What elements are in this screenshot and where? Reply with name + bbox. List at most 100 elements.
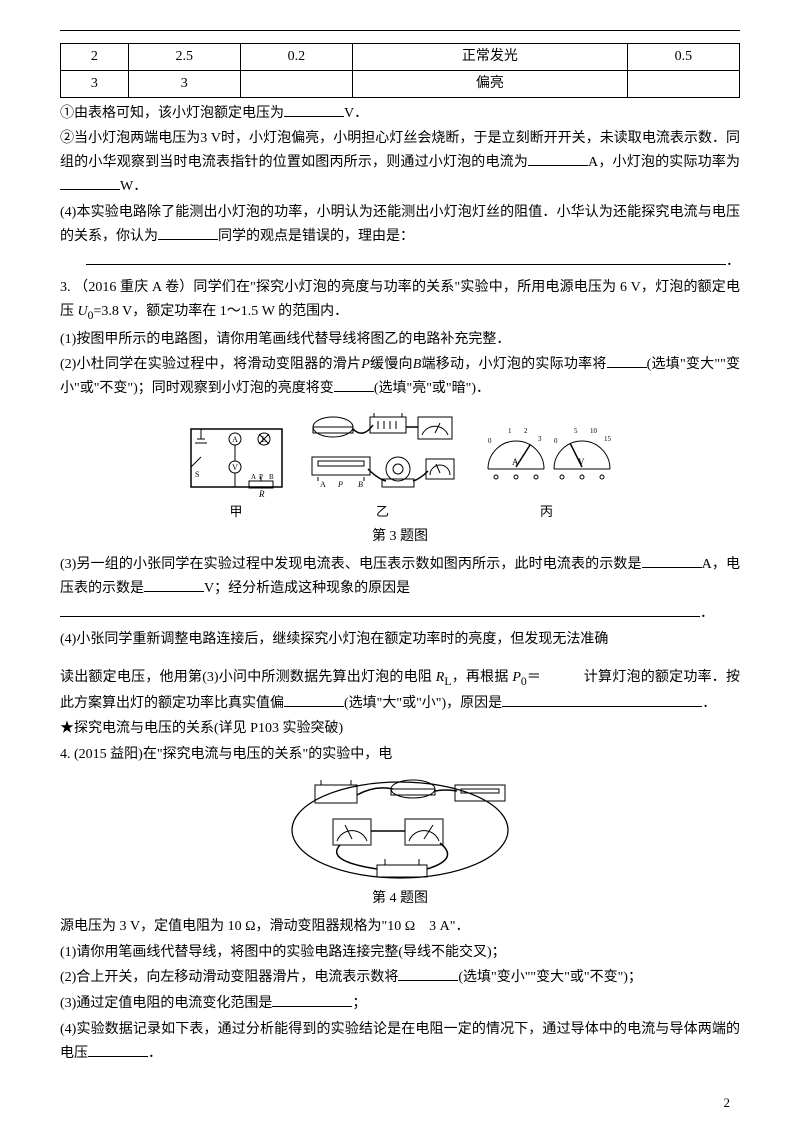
- q4-p4: (4)实验数据记录如下表，通过分析能得到的实验结论是在电阻一定的情况下，通过导体…: [60, 1018, 740, 1066]
- svg-text:A: A: [320, 480, 326, 489]
- blank: [642, 554, 702, 568]
- q4-p1: (1)请你用笔画线代替导线，将图中的实验电路连接完整(导线不能交叉)；: [60, 941, 740, 965]
- cell: 3: [128, 70, 240, 97]
- q3-p3: (3)另一组的小张同学在实验过程中发现电流表、电压表示数如图丙所示，此时电流表的…: [60, 553, 740, 601]
- blank: [86, 251, 726, 265]
- cell: 0.2: [240, 44, 352, 71]
- text: A，小灯泡的实际功率为: [588, 155, 740, 170]
- q2-line4: (4)本实验电路除了能测出小灯泡的功率，小明认为还能测出小灯泡灯丝的阻值．小华认…: [60, 201, 740, 249]
- svg-text:A: A: [512, 457, 519, 467]
- var-b: B: [413, 357, 422, 372]
- text: 缓慢向: [370, 357, 413, 372]
- text: (4)实验数据记录如下表，通过分析能得到的实验结论是在电阻一定的情况下，通过导体…: [60, 1022, 740, 1061]
- text: (3)通过定值电阻的电流变化范围是: [60, 996, 272, 1011]
- text: ，再根据: [451, 670, 512, 685]
- svg-text:V: V: [232, 463, 238, 472]
- text: (选填"大"或"小")，原因是: [344, 696, 502, 711]
- blank: [60, 176, 120, 190]
- svg-text:B: B: [358, 480, 363, 489]
- svg-text:A: A: [251, 473, 256, 481]
- blank: [607, 354, 647, 368]
- cell: [240, 70, 352, 97]
- circuit-diagram-icon: A L V S APBR: [189, 427, 284, 499]
- blank: [528, 152, 588, 166]
- svg-text:P: P: [259, 473, 263, 481]
- blank: [334, 378, 374, 392]
- svg-text:5: 5: [574, 427, 578, 435]
- var-p: P: [361, 357, 370, 372]
- text: ．: [700, 606, 714, 621]
- q3-p4a: (4)小张同学重新调整电路连接后，继续探究小灯泡在额定功率时的亮度，但发现无法准…: [60, 628, 740, 652]
- q3-p4: 读出额定电压，他用第(3)小问中所测数据先算出灯泡的电阻 RL，再根据 P0＝ …: [60, 666, 740, 715]
- text: (2)小杜同学在实验过程中，将滑动变阻器的滑片: [60, 357, 361, 372]
- blank: [60, 603, 700, 617]
- blank: [88, 1043, 148, 1057]
- q4-p3: (3)通过定值电阻的电流变化范围是 ；: [60, 992, 740, 1016]
- q4-p2: (2)合上开关，向左移动滑动变阻器滑片，电流表示数将 (选填"变小""变大"或"不…: [60, 966, 740, 990]
- fig-jia: A L V S APBR 甲: [189, 427, 284, 523]
- svg-text:15: 15: [604, 435, 612, 443]
- text: 读出额定电压，他用第(3)小问中所测数据先算出灯泡的电阻: [60, 670, 436, 685]
- fig-label: 丙: [540, 501, 553, 523]
- svg-text:S: S: [195, 470, 199, 479]
- text: ．: [148, 1046, 162, 1061]
- blank: [284, 103, 344, 117]
- q3-p1: (1)按图甲所示的电路图，请你用笔画线代替导线将图乙的电路补充完整．: [60, 328, 740, 352]
- svg-text:10: 10: [590, 427, 598, 435]
- circuit-photo-icon: APB: [308, 409, 458, 499]
- text: =3.8 V，额定功率在 1～1.5 W 的范围内．: [93, 304, 348, 319]
- top-rule: [60, 30, 740, 31]
- q3-fig-caption: 第 3 题图: [60, 525, 740, 549]
- var-u0: U: [78, 304, 88, 319]
- svg-text:P: P: [337, 480, 343, 489]
- text: ．: [726, 254, 740, 269]
- text: (选填"亮"或"暗")．: [374, 381, 490, 396]
- blank: [158, 226, 218, 240]
- text: V．: [344, 106, 368, 121]
- page-number: 2: [724, 1092, 731, 1114]
- blank: [144, 578, 204, 592]
- q3-figure-row: A L V S APBR 甲 APB 乙 0123 A: [60, 409, 740, 523]
- q3-p3-blank: ．: [60, 602, 740, 626]
- cell: 2.5: [128, 44, 240, 71]
- cell: 0.5: [627, 44, 739, 71]
- q4-fig-caption: 第 4 题图: [60, 887, 740, 911]
- blank: [502, 693, 702, 707]
- text: 端移动，小灯泡的实际功率将: [421, 357, 606, 372]
- text: W．: [120, 179, 147, 194]
- text: (3)另一组的小张同学在实验过程中发现电流表、电压表示数如图丙所示，此时电流表的…: [60, 557, 642, 572]
- q2-line1: ①由表格可知，该小灯泡额定电压为V．: [60, 102, 740, 126]
- text: 同学的观点是错误的，理由是：: [218, 229, 414, 244]
- svg-text:R: R: [258, 489, 265, 499]
- cell: 3: [61, 70, 129, 97]
- table-row: 3 3 偏亮: [61, 70, 740, 97]
- blank: [284, 693, 344, 707]
- q4-cont: 源电压为 3 V，定值电阻为 10 Ω，滑动变阻器规格为"10 Ω 3 A"．: [60, 915, 740, 939]
- svg-text:3: 3: [538, 435, 542, 443]
- cell: 2: [61, 44, 129, 71]
- cell: 正常发光: [352, 44, 627, 71]
- q3-header: 3. （2016 重庆 A 卷）同学们在"探究小灯泡的亮度与功率的关系"实验中，…: [60, 276, 740, 325]
- q3-p2: (2)小杜同学在实验过程中，将滑动变阻器的滑片P缓慢向B端移动，小灯泡的实际功率…: [60, 353, 740, 401]
- q2-line4-blank: ．: [60, 250, 740, 274]
- svg-text:0: 0: [554, 437, 558, 445]
- fig-bing: 0123 A 051015 V 丙: [482, 423, 612, 523]
- table-row: 2 2.5 0.2 正常发光 0.5: [61, 44, 740, 71]
- fig-label: 甲: [229, 501, 242, 523]
- text: (2)合上开关，向左移动滑动变阻器滑片，电流表示数将: [60, 970, 398, 985]
- star-heading: ★探究电流与电压的关系(详见 P103 实验突破): [60, 717, 740, 741]
- svg-text:A: A: [232, 435, 238, 444]
- svg-text:V: V: [578, 457, 585, 467]
- fig-label: 乙: [376, 501, 389, 523]
- meters-icon: 0123 A 051015 V: [482, 423, 612, 499]
- q2-line2: ②当小灯泡两端电压为3 V时，小灯泡偏亮，小明担心灯丝会烧断，于是立刻断开开关，…: [60, 127, 740, 198]
- cell: [627, 70, 739, 97]
- q4-header: 4. (2015 益阳)在"探究电流与电压的关系"的实验中，电: [60, 743, 740, 767]
- text: ；: [352, 996, 366, 1011]
- circuit-photo-icon: [285, 775, 515, 885]
- svg-text:0: 0: [488, 437, 492, 445]
- cell: 偏亮: [352, 70, 627, 97]
- data-table: 2 2.5 0.2 正常发光 0.5 3 3 偏亮: [60, 43, 740, 98]
- text: (选填"变小""变大"或"不变")；: [458, 970, 642, 985]
- text: ．: [702, 696, 716, 711]
